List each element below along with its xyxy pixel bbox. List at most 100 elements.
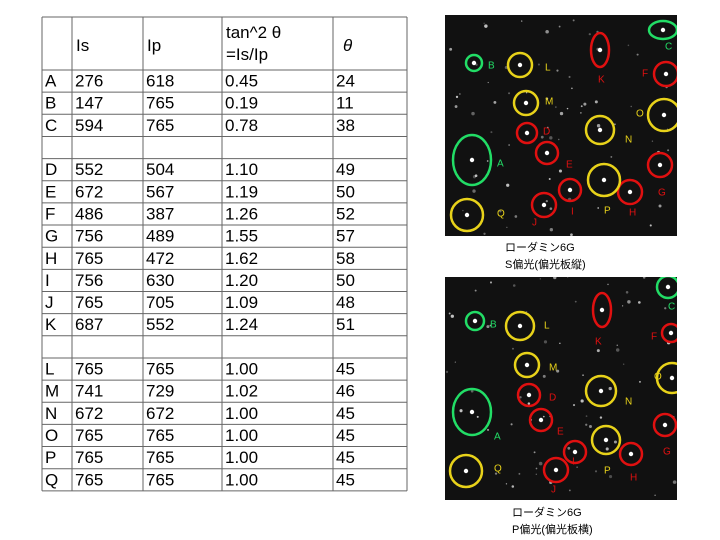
marker-circle: [530, 191, 558, 219]
marker-circle: [512, 89, 540, 117]
marker-circle: [504, 310, 536, 342]
marker-circle: [506, 51, 534, 79]
speck: [525, 92, 528, 94]
table-cell: 57: [336, 227, 355, 246]
speck: [545, 97, 549, 100]
marker-circle: [448, 453, 484, 489]
header-cell: Ip: [147, 36, 161, 55]
image-bg: [445, 277, 677, 500]
table-cell: 46: [336, 382, 355, 401]
table-cell: 630: [146, 271, 174, 290]
spot: [553, 467, 559, 473]
speck: [475, 63, 478, 66]
spot: [601, 177, 607, 183]
speck: [625, 291, 629, 294]
marker-circle: [516, 382, 542, 408]
speck: [594, 100, 598, 104]
spot-label: G: [663, 447, 671, 458]
table-cell: 1.00: [225, 404, 258, 423]
speck: [549, 207, 553, 210]
table-cell: P: [45, 448, 56, 467]
spot: [668, 330, 674, 336]
table-cell: 705: [146, 293, 174, 312]
speck: [487, 81, 489, 84]
table-cell: 687: [75, 315, 103, 334]
speck: [651, 140, 654, 142]
spot-label: D: [549, 393, 556, 404]
speck: [613, 440, 617, 444]
speck: [450, 314, 454, 318]
speck: [545, 199, 548, 203]
spot-label: P: [604, 466, 611, 477]
marker-circle: [449, 197, 485, 233]
speck: [585, 415, 588, 417]
spot-label: A: [494, 432, 501, 443]
speck: [533, 451, 536, 454]
speck: [510, 423, 513, 426]
spot: [662, 422, 668, 428]
marker-circle: [589, 31, 611, 69]
micrograph: B L K C F M O N D E A G I H P Q J: [445, 15, 677, 236]
table-cell: 741: [75, 382, 103, 401]
speck: [474, 289, 477, 292]
speck: [664, 307, 667, 310]
speck: [514, 215, 518, 218]
header-cell: θ: [343, 36, 353, 55]
table-cell: 765: [75, 426, 103, 445]
marker-circle: [515, 121, 539, 145]
table-cell: 58: [336, 249, 355, 268]
table-cell: E: [45, 182, 56, 201]
caption: P偏光(偏光板横): [512, 522, 593, 536]
speck: [489, 324, 492, 327]
speck: [627, 300, 631, 304]
spot: [469, 409, 475, 415]
speck: [559, 111, 564, 116]
speck: [512, 284, 516, 287]
speck: [558, 169, 562, 173]
spot-label: B: [488, 61, 495, 72]
marker-circle: [464, 53, 484, 73]
spot: [517, 323, 523, 329]
table-cell: 45: [336, 470, 355, 489]
speck: [512, 347, 514, 350]
table-cell: K: [45, 315, 57, 334]
marker-circle: [646, 97, 677, 133]
spot-label: O: [654, 372, 662, 383]
table-cell: 504: [146, 160, 174, 179]
speck: [637, 301, 641, 304]
speck: [545, 29, 549, 34]
table-cell: 11: [336, 94, 354, 113]
spot: [472, 318, 478, 324]
marker-circle: [647, 19, 677, 41]
table-cell: 552: [146, 315, 174, 334]
table-cell: 765: [75, 360, 103, 379]
header-cell: =Is/Ip: [226, 45, 268, 64]
speck: [499, 210, 502, 213]
table-cell: I: [45, 271, 50, 290]
marker-circle: [562, 439, 588, 465]
speck: [555, 106, 557, 108]
speck: [574, 300, 577, 303]
speck: [458, 93, 461, 95]
spot: [471, 60, 477, 66]
speck: [548, 178, 551, 181]
marker-circle: [591, 291, 613, 329]
spot: [464, 212, 470, 218]
marker-circle: [584, 114, 616, 146]
speck: [580, 399, 584, 403]
speck: [588, 425, 592, 429]
speck: [571, 87, 573, 90]
spot-label: B: [490, 320, 497, 331]
table-cell: 276: [75, 72, 103, 91]
table-cell: 50: [336, 271, 355, 290]
spot: [469, 157, 475, 163]
table-cell: 1.10: [225, 160, 258, 179]
speck: [583, 102, 587, 106]
caption: ローダミン6G: [505, 240, 575, 254]
table-cell: 1.02: [225, 382, 258, 401]
spot: [526, 392, 532, 398]
spot: [628, 451, 634, 457]
spot-label: J: [551, 485, 556, 496]
speck: [605, 447, 609, 451]
speck: [559, 342, 561, 345]
